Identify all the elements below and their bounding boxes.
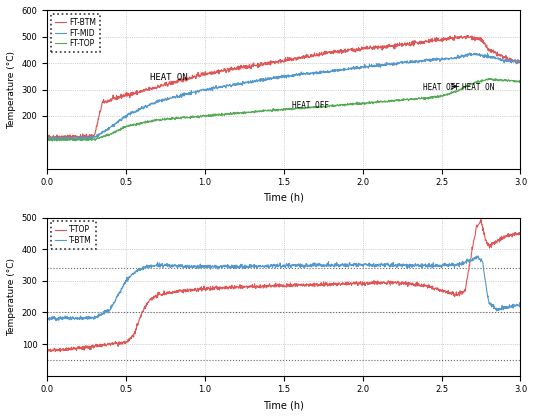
FT-MID	[313, 69, 320, 74]
FT-TOP	[255, 109, 261, 114]
FT-MID	[517, 60, 524, 65]
FT-TOP	[517, 80, 524, 85]
FT-MID	[245, 78, 252, 83]
T-BTM	[255, 263, 261, 268]
X-axis label: Time (h): Time (h)	[263, 193, 304, 203]
Text: HEAT ON: HEAT ON	[462, 83, 494, 92]
FT-BTM	[100, 100, 106, 105]
T-TOP	[255, 285, 261, 290]
Line: T-TOP: T-TOP	[47, 219, 521, 352]
Line: FT-TOP: FT-TOP	[47, 78, 521, 141]
Legend: T-TOP, T-BTM: T-TOP, T-BTM	[51, 221, 96, 249]
FT-MID	[73, 138, 79, 143]
FT-TOP	[44, 138, 50, 143]
FT-BTM	[464, 33, 470, 38]
FT-BTM	[245, 64, 252, 69]
Text: HEAT OFF: HEAT OFF	[422, 83, 460, 92]
FT-TOP	[245, 110, 252, 115]
FT-BTM	[255, 65, 261, 70]
T-TOP	[81, 348, 87, 353]
FT-MID	[100, 129, 106, 134]
T-BTM	[53, 318, 59, 323]
T-BTM	[44, 317, 50, 322]
T-TOP	[478, 217, 484, 222]
Legend: FT-BTM, FT-MID, FT-TOP: FT-BTM, FT-MID, FT-TOP	[51, 14, 100, 52]
FT-BTM	[517, 60, 524, 65]
FT-BTM	[81, 135, 87, 140]
Text: HEAT OFF: HEAT OFF	[292, 101, 328, 110]
FT-TOP	[49, 138, 56, 143]
FT-TOP	[81, 138, 87, 143]
Line: FT-MID: FT-MID	[47, 53, 521, 141]
Y-axis label: Temperature (°C): Temperature (°C)	[7, 258, 16, 336]
Y-axis label: Temperature (°C): Temperature (°C)	[7, 50, 16, 128]
FT-MID	[81, 136, 87, 141]
T-BTM	[313, 263, 320, 268]
T-BTM	[81, 317, 87, 322]
FT-BTM	[263, 61, 270, 66]
T-TOP	[313, 282, 320, 287]
FT-MID	[44, 135, 50, 140]
FT-TOP	[486, 76, 493, 81]
T-TOP	[263, 284, 270, 289]
T-BTM	[473, 254, 480, 259]
FT-MID	[263, 77, 270, 82]
FT-MID	[255, 78, 261, 83]
Text: HEAT ON: HEAT ON	[150, 73, 187, 82]
FT-TOP	[100, 133, 106, 138]
X-axis label: Time (h): Time (h)	[263, 400, 304, 410]
T-BTM	[100, 309, 106, 314]
Line: FT-BTM: FT-BTM	[47, 35, 521, 139]
FT-MID	[466, 50, 473, 55]
T-TOP	[44, 349, 50, 354]
FT-TOP	[313, 105, 320, 110]
T-BTM	[517, 302, 524, 307]
T-TOP	[245, 284, 252, 289]
T-BTM	[245, 265, 252, 270]
FT-BTM	[44, 134, 50, 139]
T-TOP	[100, 342, 106, 347]
FT-TOP	[263, 108, 270, 113]
Line: T-BTM: T-BTM	[47, 256, 521, 321]
FT-BTM	[67, 137, 74, 142]
FT-BTM	[313, 51, 320, 56]
T-TOP	[44, 349, 51, 354]
T-TOP	[517, 232, 524, 237]
T-BTM	[263, 264, 270, 269]
